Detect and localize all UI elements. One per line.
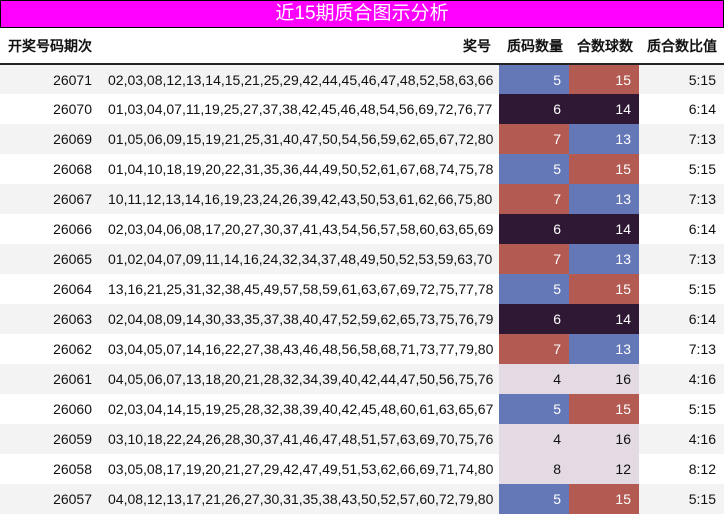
period-cell: 26071 [0, 64, 100, 94]
prime-count-cell: 5 [499, 394, 569, 424]
period-cell: 26062 [0, 334, 100, 364]
ratio-cell: 7:13 [639, 184, 724, 214]
table-row: 26071 02,03,08,12,13,14,15,21,25,29,42,44… [0, 64, 724, 94]
ratio-cell: 6:14 [639, 304, 724, 334]
numbers-cell: 13,16,21,25,31,32,38,45,49,57,58,59,61,6… [100, 274, 499, 304]
period-cell: 26060 [0, 394, 100, 424]
ratio-cell: 6:14 [639, 94, 724, 124]
numbers-cell: 01,05,06,09,15,19,21,25,31,40,47,50,54,5… [100, 124, 499, 154]
table-row: 26064 13,16,21,25,31,32,38,45,49,57,58,59… [0, 274, 724, 304]
numbers-cell: 04,05,06,07,13,18,20,21,28,32,34,39,40,4… [100, 364, 499, 394]
prime-count-cell: 7 [499, 124, 569, 154]
composite-count-cell: 12 [569, 454, 639, 484]
table-row: 26066 02,03,04,06,08,17,20,27,30,37,41,43… [0, 214, 724, 244]
table-row: 26069 01,05,06,09,15,19,21,25,31,40,47,50… [0, 124, 724, 154]
composite-count-cell: 16 [569, 424, 639, 454]
analysis-table: 开奖号码期次 奖号 质码数量 合数球数 质合数比值 26071 02,03,08,… [0, 28, 724, 514]
composite-count-cell: 15 [569, 64, 639, 94]
table-row: 26067 10,11,12,13,14,16,19,23,24,26,39,42… [0, 184, 724, 214]
numbers-cell: 02,03,04,14,15,19,25,28,32,38,39,40,42,4… [100, 394, 499, 424]
numbers-cell: 02,03,04,06,08,17,20,27,30,37,41,43,54,5… [100, 214, 499, 244]
ratio-cell: 4:16 [639, 424, 724, 454]
ratio-cell: 4:16 [639, 364, 724, 394]
prime-count-cell: 6 [499, 214, 569, 244]
numbers-cell: 10,11,12,13,14,16,19,23,24,26,39,42,43,5… [100, 184, 499, 214]
period-cell: 26069 [0, 124, 100, 154]
period-cell: 26064 [0, 274, 100, 304]
prime-count-cell: 7 [499, 334, 569, 364]
table-row: 26057 04,08,12,13,17,21,26,27,30,31,35,38… [0, 484, 724, 514]
ratio-cell: 6:14 [639, 214, 724, 244]
prime-count-cell: 5 [499, 154, 569, 184]
period-cell: 26067 [0, 184, 100, 214]
numbers-cell: 02,03,08,12,13,14,15,21,25,29,42,44,45,4… [100, 64, 499, 94]
composite-count-cell: 14 [569, 94, 639, 124]
numbers-cell: 03,05,08,17,19,20,21,27,29,42,47,49,51,5… [100, 454, 499, 484]
numbers-cell: 04,08,12,13,17,21,26,27,30,31,35,38,43,5… [100, 484, 499, 514]
composite-count-cell: 13 [569, 244, 639, 274]
page-title: 近15期质合图示分析 [0, 0, 724, 28]
composite-count-cell: 16 [569, 364, 639, 394]
table-row: 26059 03,10,18,22,24,26,28,30,37,41,46,47… [0, 424, 724, 454]
prime-count-cell: 5 [499, 484, 569, 514]
period-cell: 26063 [0, 304, 100, 334]
prime-count-cell: 7 [499, 244, 569, 274]
table-row: 26068 01,04,10,18,19,20,22,31,35,36,44,49… [0, 154, 724, 184]
period-cell: 26057 [0, 484, 100, 514]
header-numbers: 奖号 [100, 28, 499, 65]
composite-count-cell: 13 [569, 124, 639, 154]
composite-count-cell: 13 [569, 334, 639, 364]
period-cell: 26070 [0, 94, 100, 124]
numbers-cell: 03,10,18,22,24,26,28,30,37,41,46,47,48,5… [100, 424, 499, 454]
header-ratio: 质合数比值 [639, 28, 724, 65]
period-cell: 26059 [0, 424, 100, 454]
prime-count-cell: 4 [499, 364, 569, 394]
prime-count-cell: 7 [499, 184, 569, 214]
period-cell: 26068 [0, 154, 100, 184]
ratio-cell: 5:15 [639, 274, 724, 304]
prime-count-cell: 4 [499, 424, 569, 454]
numbers-cell: 03,04,05,07,14,16,22,27,38,43,46,48,56,5… [100, 334, 499, 364]
ratio-cell: 5:15 [639, 484, 724, 514]
numbers-cell: 01,04,10,18,19,20,22,31,35,36,44,49,50,5… [100, 154, 499, 184]
ratio-cell: 7:13 [639, 124, 724, 154]
numbers-cell: 01,03,04,07,11,19,25,27,37,38,42,45,46,4… [100, 94, 499, 124]
prime-count-cell: 6 [499, 304, 569, 334]
prime-count-cell: 6 [499, 94, 569, 124]
period-cell: 26066 [0, 214, 100, 244]
ratio-cell: 8:12 [639, 454, 724, 484]
ratio-cell: 7:13 [639, 334, 724, 364]
composite-count-cell: 15 [569, 274, 639, 304]
table-row: 26058 03,05,08,17,19,20,21,27,29,42,47,49… [0, 454, 724, 484]
table-row: 26061 04,05,06,07,13,18,20,21,28,32,34,39… [0, 364, 724, 394]
prime-count-cell: 5 [499, 274, 569, 304]
ratio-cell: 5:15 [639, 154, 724, 184]
ratio-cell: 5:15 [639, 64, 724, 94]
table-row: 26065 01,02,04,07,09,11,14,16,24,32,34,37… [0, 244, 724, 274]
composite-count-cell: 15 [569, 154, 639, 184]
numbers-cell: 01,02,04,07,09,11,14,16,24,32,34,37,48,4… [100, 244, 499, 274]
composite-count-cell: 15 [569, 394, 639, 424]
composite-count-cell: 14 [569, 214, 639, 244]
header-period: 开奖号码期次 [0, 28, 100, 65]
table-row: 26070 01,03,04,07,11,19,25,27,37,38,42,45… [0, 94, 724, 124]
composite-count-cell: 13 [569, 184, 639, 214]
header-prime-count: 质码数量 [499, 28, 569, 65]
numbers-cell: 02,04,08,09,14,30,33,35,37,38,40,47,52,5… [100, 304, 499, 334]
table-row: 26062 03,04,05,07,14,16,22,27,38,43,46,48… [0, 334, 724, 364]
prime-count-cell: 5 [499, 64, 569, 94]
composite-count-cell: 15 [569, 484, 639, 514]
table-row: 26063 02,04,08,09,14,30,33,35,37,38,40,47… [0, 304, 724, 334]
header-composite-count: 合数球数 [569, 28, 639, 65]
ratio-cell: 5:15 [639, 394, 724, 424]
period-cell: 26058 [0, 454, 100, 484]
period-cell: 26061 [0, 364, 100, 394]
table-row: 26060 02,03,04,14,15,19,25,28,32,38,39,40… [0, 394, 724, 424]
header-row: 开奖号码期次 奖号 质码数量 合数球数 质合数比值 [0, 28, 724, 65]
ratio-cell: 7:13 [639, 244, 724, 274]
prime-count-cell: 8 [499, 454, 569, 484]
period-cell: 26065 [0, 244, 100, 274]
composite-count-cell: 14 [569, 304, 639, 334]
